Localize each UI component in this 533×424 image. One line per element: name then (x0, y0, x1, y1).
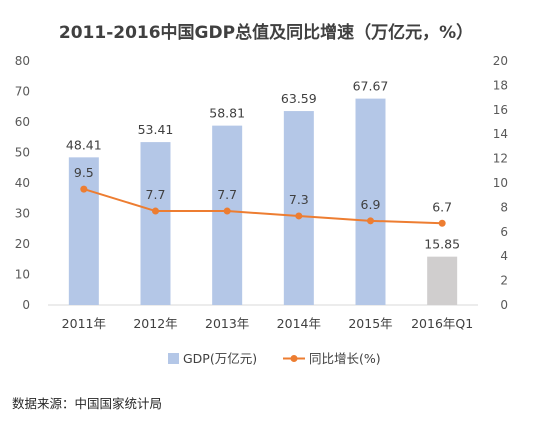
gdp-value-label: 53.41 (138, 122, 174, 137)
growth-point (223, 207, 231, 215)
category-label: 2016年Q1 (411, 316, 473, 331)
gdp-value-label: 15.85 (424, 237, 460, 252)
right-tick-label: 10 (493, 176, 508, 190)
growth-value-label: 7.3 (289, 192, 309, 207)
gdp-value-label: 63.59 (281, 91, 317, 106)
right-tick-label: 4 (500, 249, 508, 263)
gdp-bar (212, 125, 243, 305)
source-note: 数据来源：中国国家统计局 (12, 396, 162, 411)
gdp-bar (140, 142, 171, 305)
left-tick-label: 70 (15, 85, 30, 99)
category-label: 2014年 (277, 316, 321, 331)
right-axis-ticks: 0 2 4 6 8 10 12 14 16 18 20 (493, 54, 508, 312)
growth-line (80, 185, 446, 227)
category-label: 2011年 (62, 316, 106, 331)
gdp-value-label: 67.67 (353, 79, 389, 94)
category-labels: 2011年 2012年 2013年 2014年 2015年 2016年Q1 (62, 316, 474, 331)
growth-value-label: 6.7 (432, 199, 452, 214)
left-tick-label: 30 (15, 207, 30, 221)
gdp-value-label: 48.41 (66, 137, 102, 152)
gdp-bar (68, 157, 99, 305)
gdp-bar (427, 256, 458, 305)
growth-line-path (83, 188, 443, 225)
left-tick-label: 0 (22, 298, 30, 312)
growth-point (152, 207, 159, 215)
growth-value-label: 7.7 (146, 187, 166, 202)
category-label: 2013年 (205, 316, 249, 331)
growth-value-label: 9.5 (74, 165, 94, 180)
bars (68, 98, 458, 305)
left-tick-label: 10 (15, 268, 30, 282)
right-tick-label: 14 (493, 127, 508, 141)
right-tick-label: 6 (500, 225, 508, 239)
growth-labels: 9.5 7.7 7.7 7.3 6.9 6.7 (74, 165, 452, 214)
gdp-bar (355, 98, 386, 305)
growth-point (438, 219, 446, 227)
category-label: 2015年 (348, 316, 392, 331)
right-tick-label: 20 (493, 54, 508, 68)
legend: GDP(万亿元) 同比增长(%) (168, 351, 381, 366)
category-label: 2012年 (133, 316, 177, 331)
left-tick-label: 50 (15, 146, 30, 160)
right-tick-label: 12 (493, 152, 508, 166)
left-tick-label: 40 (15, 176, 30, 190)
right-tick-label: 8 (500, 200, 508, 214)
growth-value-label: 7.7 (217, 187, 237, 202)
legend-line-marker (290, 355, 298, 362)
growth-value-label: 6.9 (361, 197, 381, 212)
right-tick-label: 18 (493, 78, 508, 92)
legend-line-label: 同比增长(%) (309, 351, 381, 366)
bar-labels: 48.41 53.41 58.81 63.59 67.67 15.85 (66, 79, 460, 252)
chart-title: 2011-2016中国GDP总值及同比增速（万亿元，%） (59, 22, 473, 43)
right-tick-label: 0 (500, 298, 508, 312)
left-tick-label: 80 (15, 54, 30, 68)
legend-bar-swatch (168, 353, 179, 364)
left-tick-label: 60 (15, 115, 30, 129)
growth-point (367, 217, 374, 225)
gdp-value-label: 58.81 (209, 106, 245, 121)
gdp-bar (283, 111, 314, 305)
legend-bar-label: GDP(万亿元) (183, 351, 257, 366)
growth-point (295, 212, 303, 220)
growth-point (80, 185, 88, 193)
right-tick-label: 2 (500, 274, 508, 288)
left-axis-ticks: 0 10 20 30 40 50 60 70 80 (15, 54, 30, 312)
left-tick-label: 20 (15, 237, 30, 251)
right-tick-label: 16 (493, 103, 508, 117)
